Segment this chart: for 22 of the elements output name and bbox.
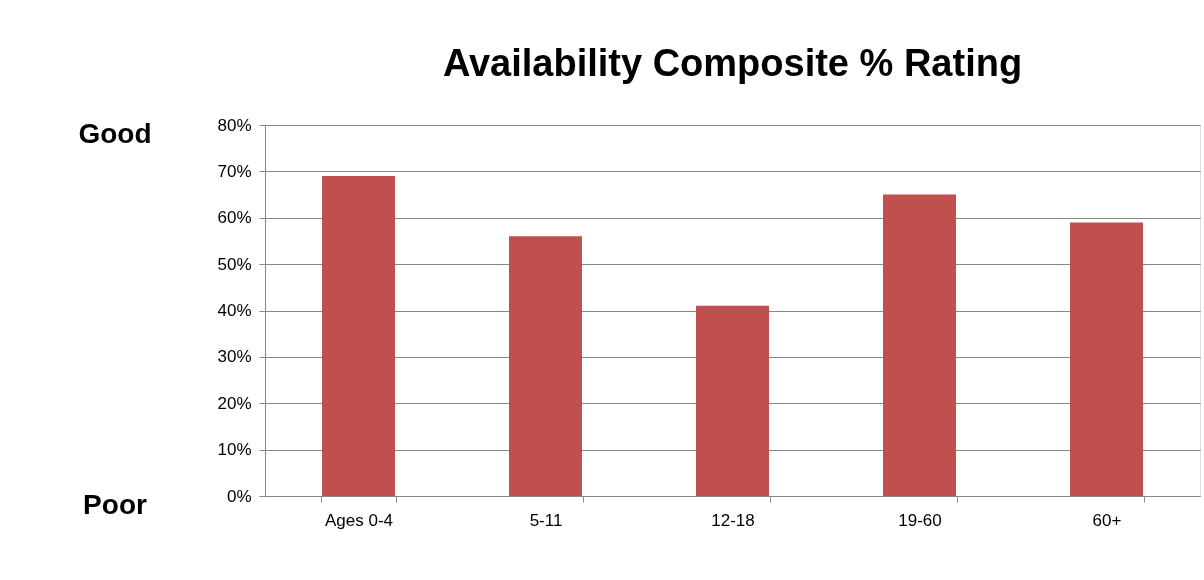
y-tick-label: 70% bbox=[217, 161, 252, 181]
x-tick-label: Ages 0-4 bbox=[324, 510, 394, 530]
bar bbox=[1070, 222, 1143, 496]
y-tick-label: 60% bbox=[217, 208, 252, 228]
y-tick-label: 30% bbox=[217, 347, 252, 367]
y-tick-label: 20% bbox=[217, 393, 252, 413]
y-tick-label: 10% bbox=[217, 440, 252, 460]
x-tick-label: 12-18 bbox=[711, 510, 755, 530]
x-tick-label: 5-11 bbox=[529, 510, 563, 530]
y-tick-label: 40% bbox=[217, 301, 252, 320]
x-tick-label: 19-60 bbox=[898, 510, 942, 530]
bar bbox=[696, 305, 769, 496]
bar bbox=[509, 236, 582, 496]
x-tick-label: 60+ bbox=[1092, 510, 1122, 530]
text: Poor bbox=[83, 489, 147, 520]
text: Good bbox=[78, 118, 152, 149]
bar bbox=[883, 194, 956, 496]
y-tick-label: 0% bbox=[226, 486, 252, 506]
bar bbox=[322, 176, 395, 496]
chart-title: Availability Composite % Rating bbox=[442, 42, 1023, 84]
y-tick-label: 50% bbox=[217, 254, 252, 274]
y-tick-label: 80% bbox=[217, 115, 252, 135]
